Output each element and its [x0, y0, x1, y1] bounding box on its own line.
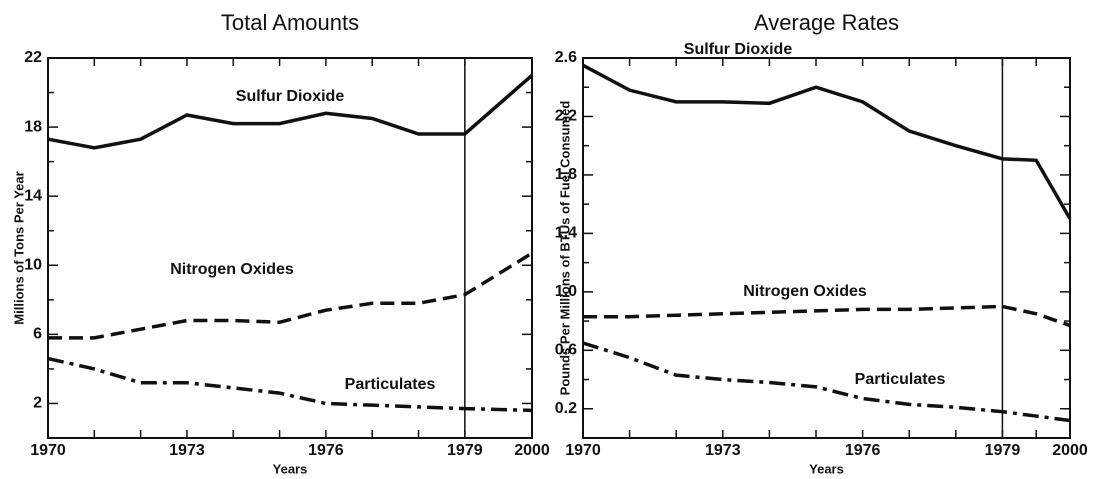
series-line — [48, 251, 533, 340]
y-tick-label: 2.2 — [555, 108, 577, 125]
y-tick-label: 10 — [24, 256, 42, 273]
y-tick-label: 0.6 — [555, 342, 577, 359]
y-tick-label: 2 — [33, 395, 42, 412]
x-tick-label: 1976 — [845, 442, 881, 459]
x-tick-label: 2000 — [1052, 442, 1088, 459]
x-tick-label: 1970 — [30, 442, 66, 459]
series-label: Nitrogen Oxides — [743, 283, 867, 300]
x-axis-label: Years — [809, 461, 844, 476]
y-axis-label: Pounds Per Millions of BTUs of Fuel Cons… — [557, 101, 572, 396]
x-axis-label: Years — [273, 461, 308, 476]
x-tick-label: 1979 — [985, 442, 1021, 459]
x-tick-label: 2000 — [514, 442, 550, 459]
plot-frame — [47, 57, 533, 439]
x-tick-label: 1973 — [169, 442, 205, 459]
x-tick-label: 1973 — [705, 442, 741, 459]
series-line — [583, 304, 1071, 328]
series-label: Sulfur Dioxide — [684, 41, 793, 58]
x-tick-label: 1976 — [308, 442, 344, 459]
y-tick-label: 22 — [24, 49, 42, 66]
y-tick-label: 0.2 — [555, 400, 577, 417]
chart-title: Total Amounts — [221, 10, 359, 35]
x-tick-label: 1970 — [565, 442, 601, 459]
series-label: Particulates — [855, 371, 946, 388]
y-tick-label: 14 — [24, 187, 42, 204]
y-axis-label: Millions of Tons Per Year — [11, 171, 26, 324]
series-line — [582, 341, 1071, 423]
series-line — [582, 63, 1072, 220]
chart-title: Average Rates — [754, 10, 899, 35]
y-tick-label: 2.6 — [555, 49, 577, 66]
x-tick-label: 1979 — [447, 442, 483, 459]
series-line — [47, 73, 534, 150]
series-label: Sulfur Dioxide — [236, 88, 345, 105]
y-tick-label: 1.0 — [555, 283, 577, 300]
y-tick-label: 6 — [33, 326, 42, 343]
y-tick-label: 1.8 — [555, 166, 577, 183]
y-tick-label: 18 — [24, 118, 42, 135]
y-tick-label: 1.4 — [555, 225, 577, 242]
series-label: Nitrogen Oxides — [170, 261, 294, 278]
plot-frame — [582, 57, 1071, 439]
series-line — [47, 356, 533, 413]
series-label: Particulates — [345, 376, 436, 393]
